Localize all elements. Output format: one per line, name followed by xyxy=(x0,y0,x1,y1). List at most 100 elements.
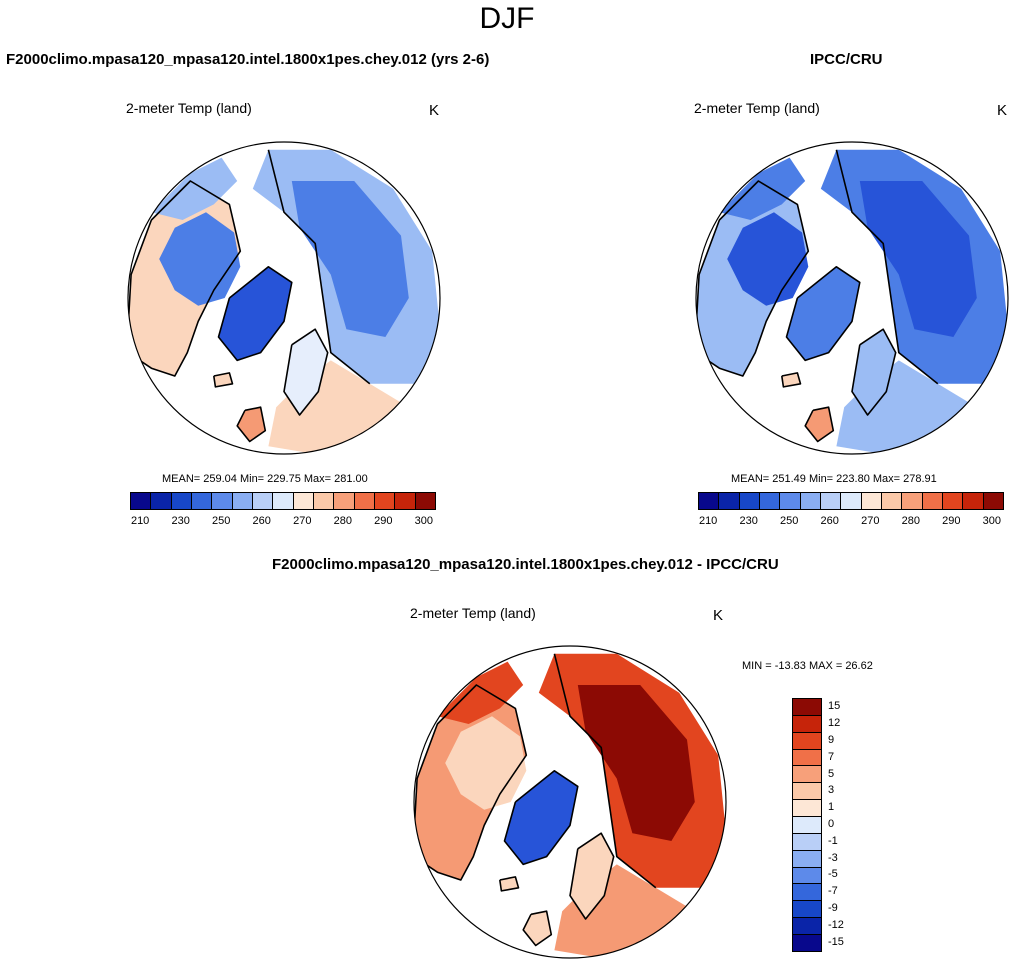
panel3-coastline-iceland xyxy=(499,876,520,892)
panel2-alaska xyxy=(719,157,806,220)
panel3-greenland xyxy=(504,770,578,865)
panel1-coastline-iceland xyxy=(213,372,234,388)
panel1-coastline-siberia-coast xyxy=(267,149,371,385)
panel2-siberia-core xyxy=(859,181,977,337)
panel3-coastline-siberia-coast xyxy=(553,653,657,889)
panel2-coastline-north-america xyxy=(696,180,810,377)
panel1-boundary xyxy=(127,141,441,455)
panel2-iceland xyxy=(781,372,801,387)
panel1-colorbar-tick-label: 300 xyxy=(414,515,434,527)
panel2-colorbar-swatch xyxy=(800,493,821,509)
panel2-coastline-britain xyxy=(804,406,835,443)
panel3-unit: K xyxy=(713,607,724,624)
panel2-colorbar xyxy=(698,492,1004,510)
panel1-coastline-scandinavia xyxy=(283,328,329,416)
panel1-colorbar-swatch xyxy=(252,493,274,509)
panel1-greenland xyxy=(218,266,292,361)
panel1-colorbar-swatch xyxy=(374,493,396,509)
panel3-colorbar-swatch xyxy=(793,766,821,784)
panel1-alaska xyxy=(151,157,238,220)
panel2-coastline-siberia-coast xyxy=(835,149,939,385)
panel2-scandinavia xyxy=(852,329,896,415)
panel3-colorbar-tick-label: -7 xyxy=(828,885,838,898)
panel3-colorbar-swatch xyxy=(793,783,821,801)
panel3-colorbar-swatch xyxy=(793,715,821,733)
panel1-britain xyxy=(237,407,266,442)
panel3-stats: MIN = -13.83 MAX = 26.62 xyxy=(742,660,873,672)
panel3-alaska xyxy=(437,661,524,724)
panel3-siberia-core xyxy=(577,685,695,841)
panel1-colorbar-swatch xyxy=(273,493,294,509)
panel3-colorbar-swatch xyxy=(793,935,821,951)
panel2-colorbar-swatch xyxy=(983,493,1003,509)
panel2-colorbar-swatch xyxy=(719,493,740,509)
panel1-coastline-north-america xyxy=(128,180,242,377)
panel2-colorbar-tick-label: 230 xyxy=(739,515,758,527)
panel2-coastline-iceland xyxy=(781,372,802,388)
panel3-colorbar-tick-label: -3 xyxy=(828,851,838,864)
panel1-colorbar-swatch xyxy=(293,493,314,509)
panel2-colorbar-tick-label: 250 xyxy=(780,515,799,527)
panel2-coastline-scandinavia xyxy=(851,328,897,416)
panel1-colorbar-swatch xyxy=(395,493,416,509)
panel3-colorbar-swatch xyxy=(793,918,821,936)
panel3-colorbar-swatch xyxy=(793,800,821,818)
panel2-colorbar-swatch xyxy=(841,493,862,509)
panel3-colorbar-tick-label: 0 xyxy=(828,818,835,830)
panel1-colorbar-tick-label: 250 xyxy=(212,515,231,527)
panel1-colorbar xyxy=(130,492,436,510)
panel1-colorbar-swatch xyxy=(171,493,192,509)
panel3-colorbar-tick-label: 15 xyxy=(828,700,841,713)
panel3-colorbar-tick-label: -1 xyxy=(828,834,838,847)
panel2-coastline-greenland xyxy=(785,265,861,362)
panel2-greenland xyxy=(786,266,860,361)
panel2-colorbar-swatch xyxy=(942,493,964,509)
panel3-coastline-north-america xyxy=(414,684,528,881)
panel3-colorbar-tick-label: 5 xyxy=(828,767,835,780)
panel2-colorbar-tick-label: 270 xyxy=(861,515,880,527)
panel1-colorbar-tick-label: 260 xyxy=(252,515,271,527)
panel1-map xyxy=(127,141,441,455)
panel1-coastline-britain xyxy=(236,406,267,443)
panel2-stats: MEAN= 251.49 Min= 223.80 Max= 278.91 xyxy=(731,473,937,485)
panel1-iceland xyxy=(213,372,233,387)
panel1-unit: K xyxy=(429,102,440,119)
panel3-coastline-scandinavia xyxy=(569,832,615,920)
panel2-colorbar-swatch xyxy=(820,493,842,509)
panel3-colorbar-swatch xyxy=(793,884,821,902)
panel3-scandinavia xyxy=(570,833,614,919)
panel3-britain xyxy=(523,911,552,946)
panel2-colorbar-swatch xyxy=(963,493,984,509)
panel1-colorbar-swatch xyxy=(232,493,253,509)
panel3-colorbar-ticks: 15 12 9 7 5 3 1 0 -1 -3 -5 -7 -9 -12 -15 xyxy=(828,698,858,950)
panel3-coastline-britain xyxy=(522,910,553,947)
panel3-colorbar-tick-label: 7 xyxy=(828,750,835,763)
panel2-colorbar-swatch xyxy=(861,493,882,509)
panel1-case-title: F2000climo.mpasa120_mpasa120.intel.1800x… xyxy=(6,51,490,68)
panel2-colorbar-swatch xyxy=(922,493,943,509)
panel1-colorbar-tick-label: 230 xyxy=(171,515,190,527)
panel3-colorbar xyxy=(792,698,822,952)
panel2-colorbar-tick-label: 290 xyxy=(942,515,961,527)
panel3-colorbar-tick-label: -5 xyxy=(828,868,838,881)
panel2-colorbar-ticks: 210 230 250 260 270 280 290 300 xyxy=(698,515,1002,529)
panel3-colorbar-tick-label: 12 xyxy=(828,717,841,730)
panel3-boundary xyxy=(413,645,727,959)
panel1-stats: MEAN= 259.04 Min= 229.75 Max= 281.00 xyxy=(162,473,368,485)
panel3-colorbar-swatch xyxy=(793,850,821,868)
panel3-colorbar-tick-label: 1 xyxy=(828,801,835,814)
panel3-colorbar-swatch xyxy=(793,833,821,851)
panel2-colorbar-swatch xyxy=(759,493,781,509)
panel3-colorbar-swatch xyxy=(793,817,821,834)
panel3-case-title: F2000climo.mpasa120_mpasa120.intel.1800x… xyxy=(272,556,779,573)
panel3-iceland xyxy=(499,876,519,891)
panel2-colorbar-swatch xyxy=(881,493,903,509)
panel1-colorbar-swatch xyxy=(151,493,172,509)
panel2-colorbar-tick-label: 210 xyxy=(698,515,718,527)
panel2-unit: K xyxy=(997,102,1008,119)
panel3-colorbar-tick-label: 3 xyxy=(828,784,835,797)
panel3-map xyxy=(413,645,727,959)
panel3-colorbar-swatch xyxy=(793,732,821,750)
panel2-colorbar-tick-label: 280 xyxy=(901,515,920,527)
